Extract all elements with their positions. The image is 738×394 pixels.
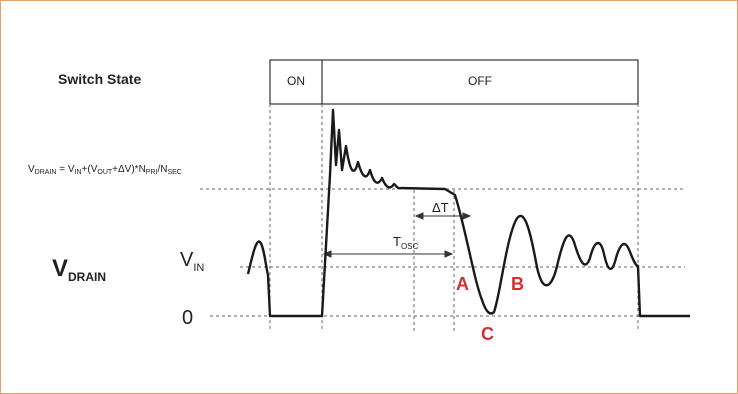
point-a-label: A bbox=[456, 274, 469, 294]
vdrain-equation: VDRAIN = VIN+(VOUT+ΔV)*NPRI/NSEC bbox=[28, 164, 182, 176]
delta-t-label: ΔT bbox=[432, 200, 449, 215]
point-c-label: C bbox=[481, 324, 494, 344]
point-b-label: B bbox=[511, 274, 524, 294]
vdrain-axis-label: VDRAIN bbox=[52, 255, 106, 284]
t-osc-arrow bbox=[322, 250, 454, 258]
t-osc-label: TOSC bbox=[393, 234, 419, 251]
vin-level-label: VIN bbox=[180, 249, 204, 274]
zero-level-label: 0 bbox=[182, 307, 193, 329]
vertical-guides bbox=[269, 104, 639, 332]
switch-state-bar bbox=[269, 59, 639, 105]
switch-state-label: Switch State bbox=[58, 71, 141, 87]
vdrain-waveform bbox=[246, 108, 690, 318]
switch-off-label: OFF bbox=[468, 74, 492, 88]
switch-on-label: ON bbox=[287, 74, 305, 88]
